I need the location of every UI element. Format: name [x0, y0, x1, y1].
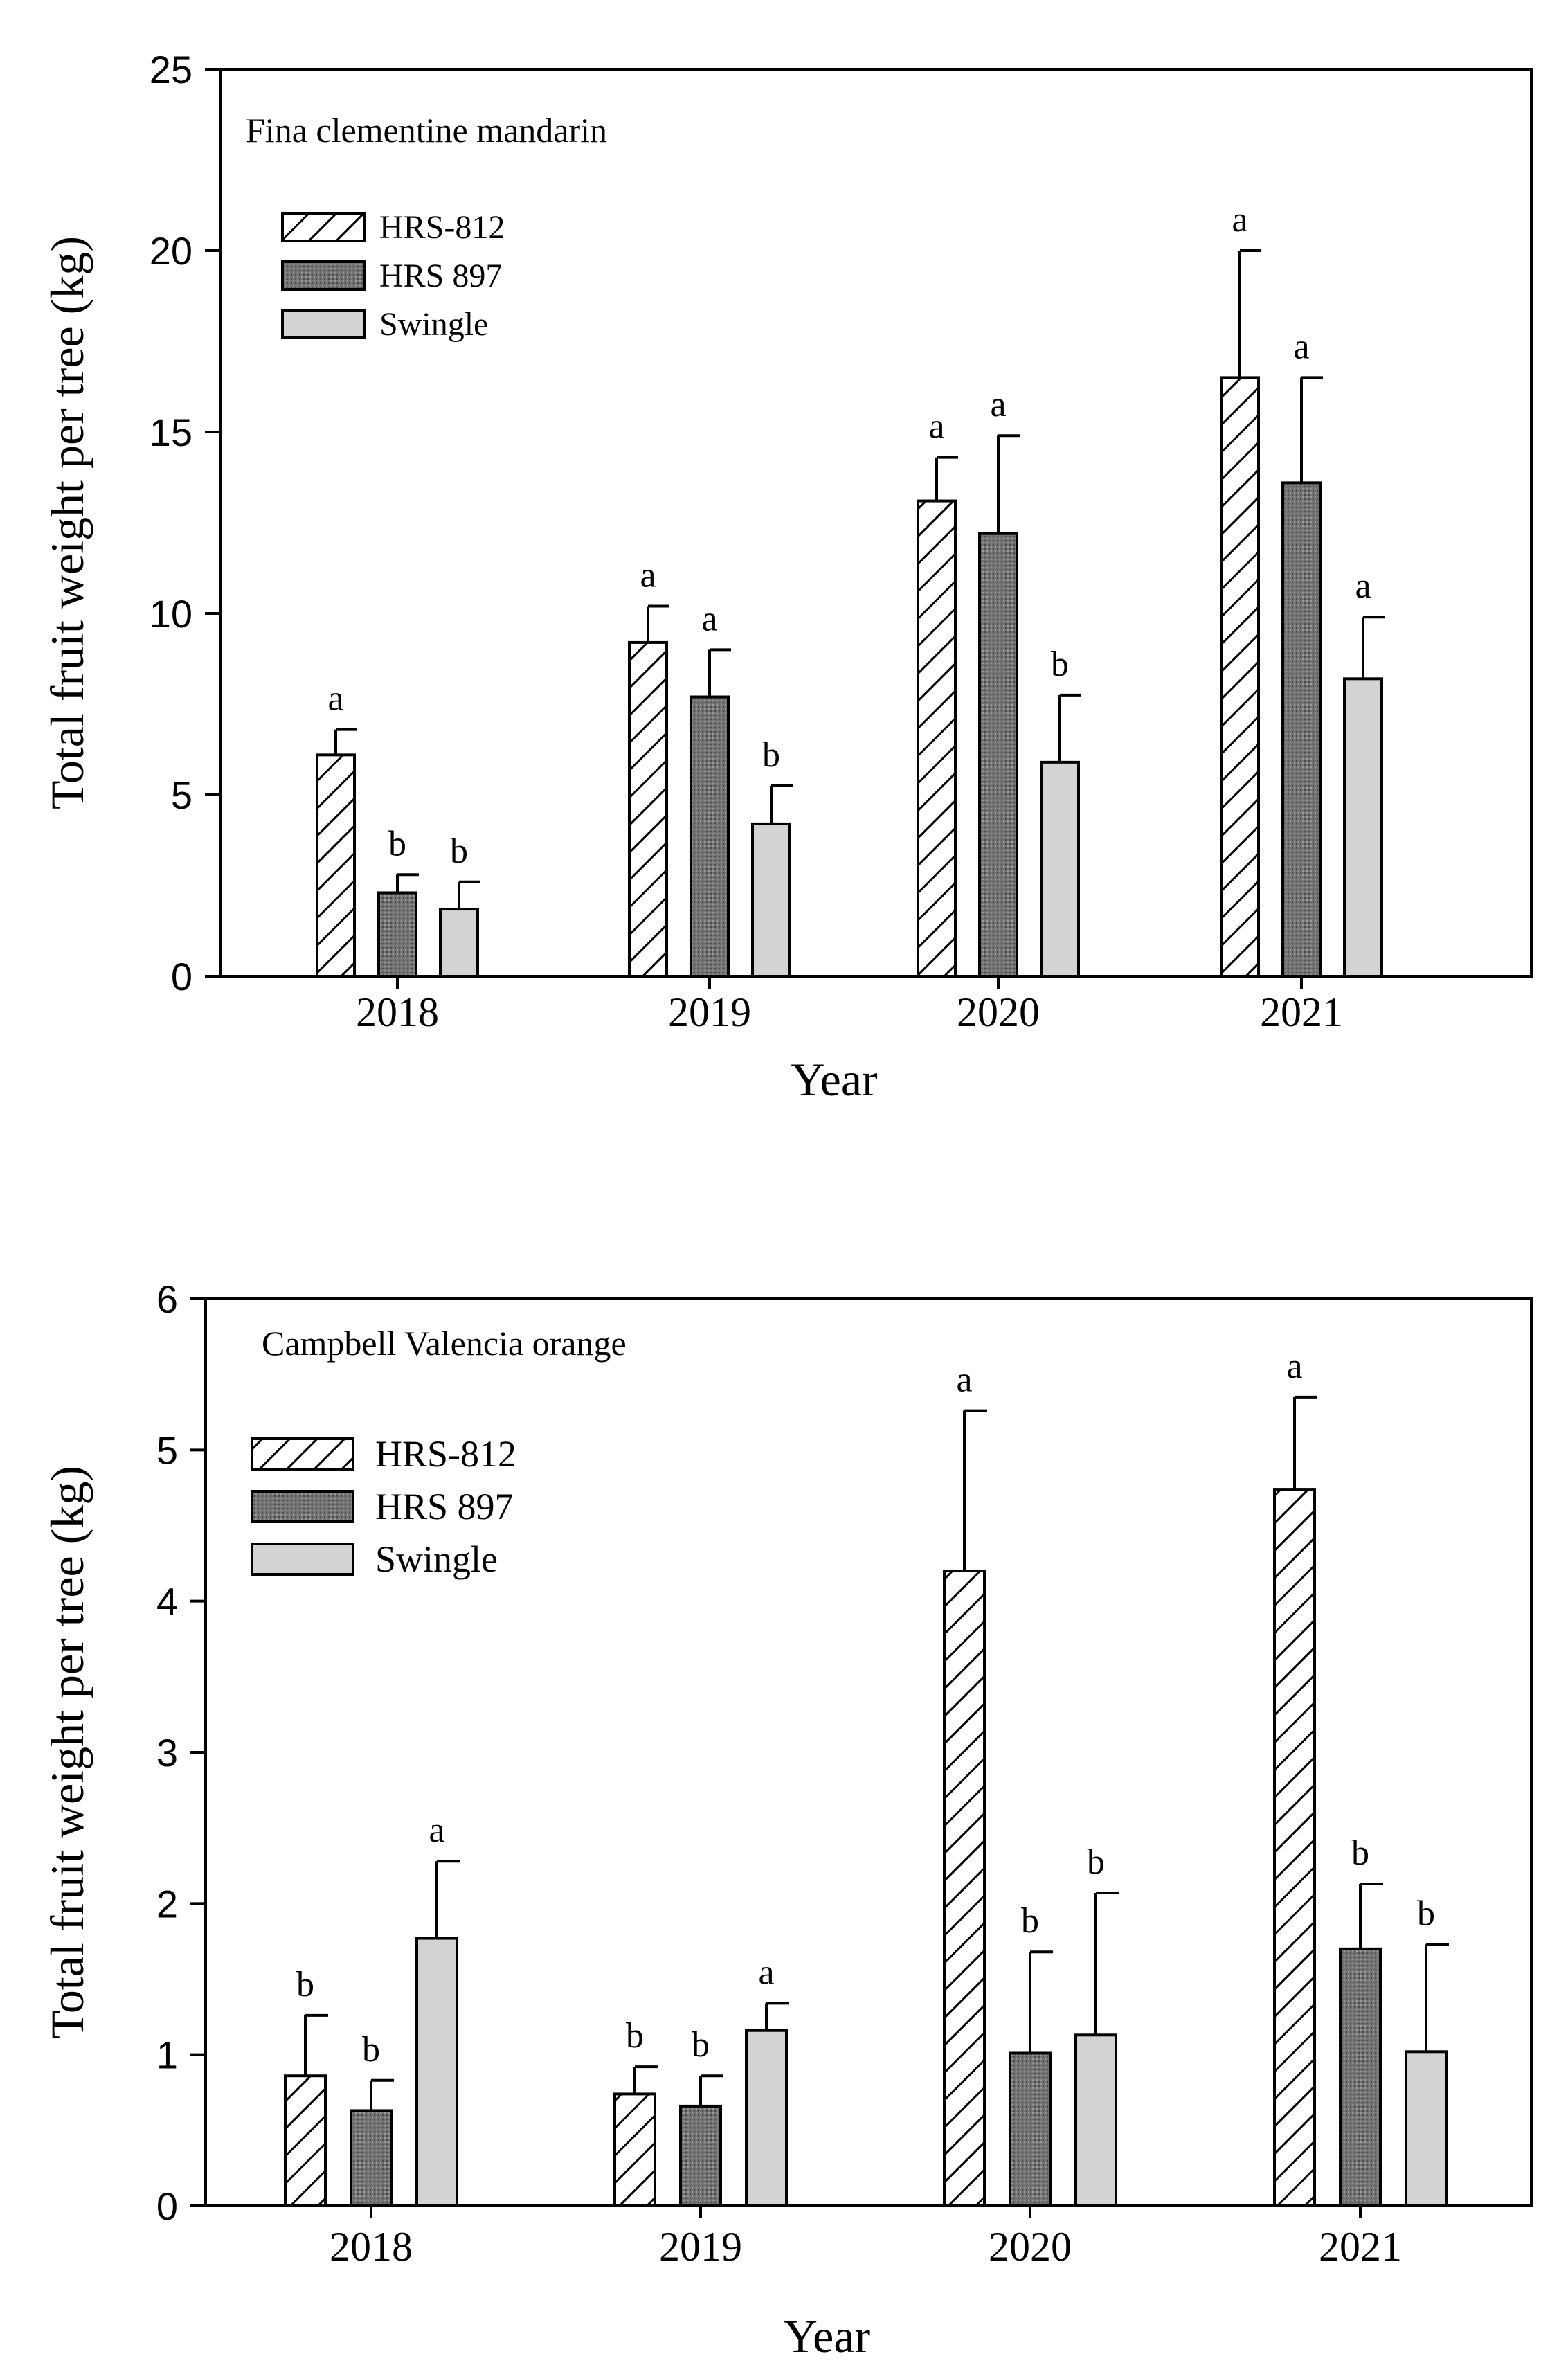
- chart-title: Campbell Valencia orange: [262, 1324, 627, 1363]
- significance-letter: b: [1087, 1842, 1105, 1882]
- bar-swingle: [751, 822, 791, 978]
- y-tick-label: 5: [171, 773, 192, 817]
- legend-swatch: [251, 1437, 354, 1471]
- bar-hrs-812: [1273, 1488, 1316, 2208]
- significance-letter: b: [1417, 1894, 1435, 1933]
- significance-letter: b: [1351, 1833, 1369, 1873]
- x-tick-label: 2018: [330, 2224, 413, 2270]
- y-tick-label: 25: [150, 48, 192, 91]
- significance-letter: a: [1232, 200, 1247, 240]
- y-tick-label: 5: [156, 1428, 178, 1472]
- bar-swingle: [1343, 677, 1383, 978]
- legend-swatch: [251, 1490, 354, 1523]
- bar-hrs-812: [917, 499, 957, 978]
- bar-hrs-812: [943, 1570, 986, 2207]
- significance-letter: a: [429, 1811, 444, 1850]
- significance-letter: a: [327, 679, 343, 719]
- x-tick-label: 2020: [957, 989, 1040, 1035]
- significance-letter: a: [1355, 566, 1371, 606]
- y-tick-label: 0: [171, 955, 192, 998]
- x-axis-title: Year: [784, 2310, 871, 2362]
- x-axis-title: Year: [791, 1053, 878, 1106]
- legend-swatch: [251, 1543, 354, 1576]
- legend-swatch: [281, 212, 366, 242]
- significance-letter: a: [1293, 327, 1309, 366]
- y-tick-label: 4: [156, 1580, 178, 1624]
- legend-label: HRS-812: [379, 209, 505, 246]
- bar-hrs-812: [284, 2074, 327, 2208]
- significance-letter: b: [1051, 645, 1069, 684]
- bar-swingle: [415, 1937, 458, 2208]
- legend-label: Swingle: [375, 1538, 498, 1580]
- significance-letter: b: [762, 735, 780, 775]
- legend-label: Swingle: [379, 306, 488, 343]
- bar-hrs-897: [377, 891, 417, 978]
- significance-letter: a: [928, 407, 944, 447]
- bar-hrs-812: [1220, 376, 1260, 978]
- y-axis-title: Total fruit weight per tree (kg): [41, 1466, 93, 2039]
- significance-letter: b: [1021, 1901, 1039, 1941]
- x-tick-label: 2021: [1260, 989, 1343, 1035]
- significance-letter: b: [388, 824, 406, 863]
- bar-swingle: [1405, 2050, 1448, 2208]
- significance-letter: b: [296, 1965, 314, 2004]
- y-tick-label: 15: [150, 411, 192, 454]
- significance-letter: a: [956, 1360, 972, 1400]
- x-tick-label: 2018: [356, 989, 439, 1035]
- bar-hrs-897: [1339, 1947, 1382, 2207]
- significance-letter: a: [1286, 1347, 1302, 1386]
- legend-label: HRS-812: [375, 1433, 516, 1475]
- y-tick-label: 2: [156, 1882, 178, 1925]
- x-tick-label: 2021: [1319, 2224, 1402, 2270]
- legend-label: HRS 897: [375, 1486, 514, 1527]
- bar-hrs-897: [690, 695, 730, 978]
- bar-hrs-897: [350, 2109, 393, 2207]
- x-tick-label: 2019: [668, 989, 751, 1035]
- chart-title: Fina clementine mandarin: [246, 111, 607, 150]
- legend-swatch: [281, 309, 366, 339]
- y-tick-label: 0: [156, 2184, 178, 2228]
- bar-swingle: [1040, 760, 1080, 978]
- significance-letter: b: [362, 2030, 380, 2069]
- x-tick-label: 2020: [989, 2224, 1072, 2270]
- significance-letter: a: [990, 385, 1006, 424]
- bar-hrs-812: [628, 640, 668, 978]
- significance-letter: b: [692, 2025, 710, 2065]
- chart-panel-mandarin: 0 5 10 15 20 25 2018 2019 2020 2021 a a a a b a a a b b b a Fi…: [41, 48, 1533, 1106]
- bar-hrs-897: [1009, 2051, 1052, 2208]
- significance-letter: b: [626, 2016, 644, 2056]
- bar-hrs-897: [978, 532, 1018, 978]
- bar-swingle: [1074, 2033, 1117, 2208]
- bar-swingle: [439, 908, 479, 978]
- bar-hrs-897: [1281, 481, 1322, 978]
- significance-letter: b: [450, 832, 468, 871]
- significance-letter: a: [701, 599, 717, 638]
- bar-swingle: [745, 2029, 788, 2208]
- y-tick-label: 3: [156, 1731, 178, 1774]
- bar-hrs-812: [613, 2092, 656, 2208]
- y-tick-label: 20: [150, 229, 192, 273]
- y-tick-label: 10: [150, 592, 192, 636]
- y-axis-title: Total fruit weight per tree (kg): [41, 236, 93, 809]
- chart-panel-valencia: 0 1 2 3 4 5 6 2018 2019 2020 2021 b b a a b b b b a a b b Campb…: [41, 1277, 1533, 2362]
- legend-swatch: [281, 260, 366, 291]
- plot-frame: [219, 68, 1533, 978]
- y-tick-label: 6: [156, 1277, 178, 1321]
- x-tick-label: 2019: [659, 2224, 742, 2270]
- y-tick-label: 1: [156, 2033, 178, 2077]
- bar-hrs-897: [679, 2104, 722, 2207]
- significance-letter: a: [640, 556, 656, 595]
- significance-letter: a: [758, 1952, 774, 1992]
- bar-hrs-812: [316, 753, 356, 978]
- legend-label: HRS 897: [379, 258, 502, 294]
